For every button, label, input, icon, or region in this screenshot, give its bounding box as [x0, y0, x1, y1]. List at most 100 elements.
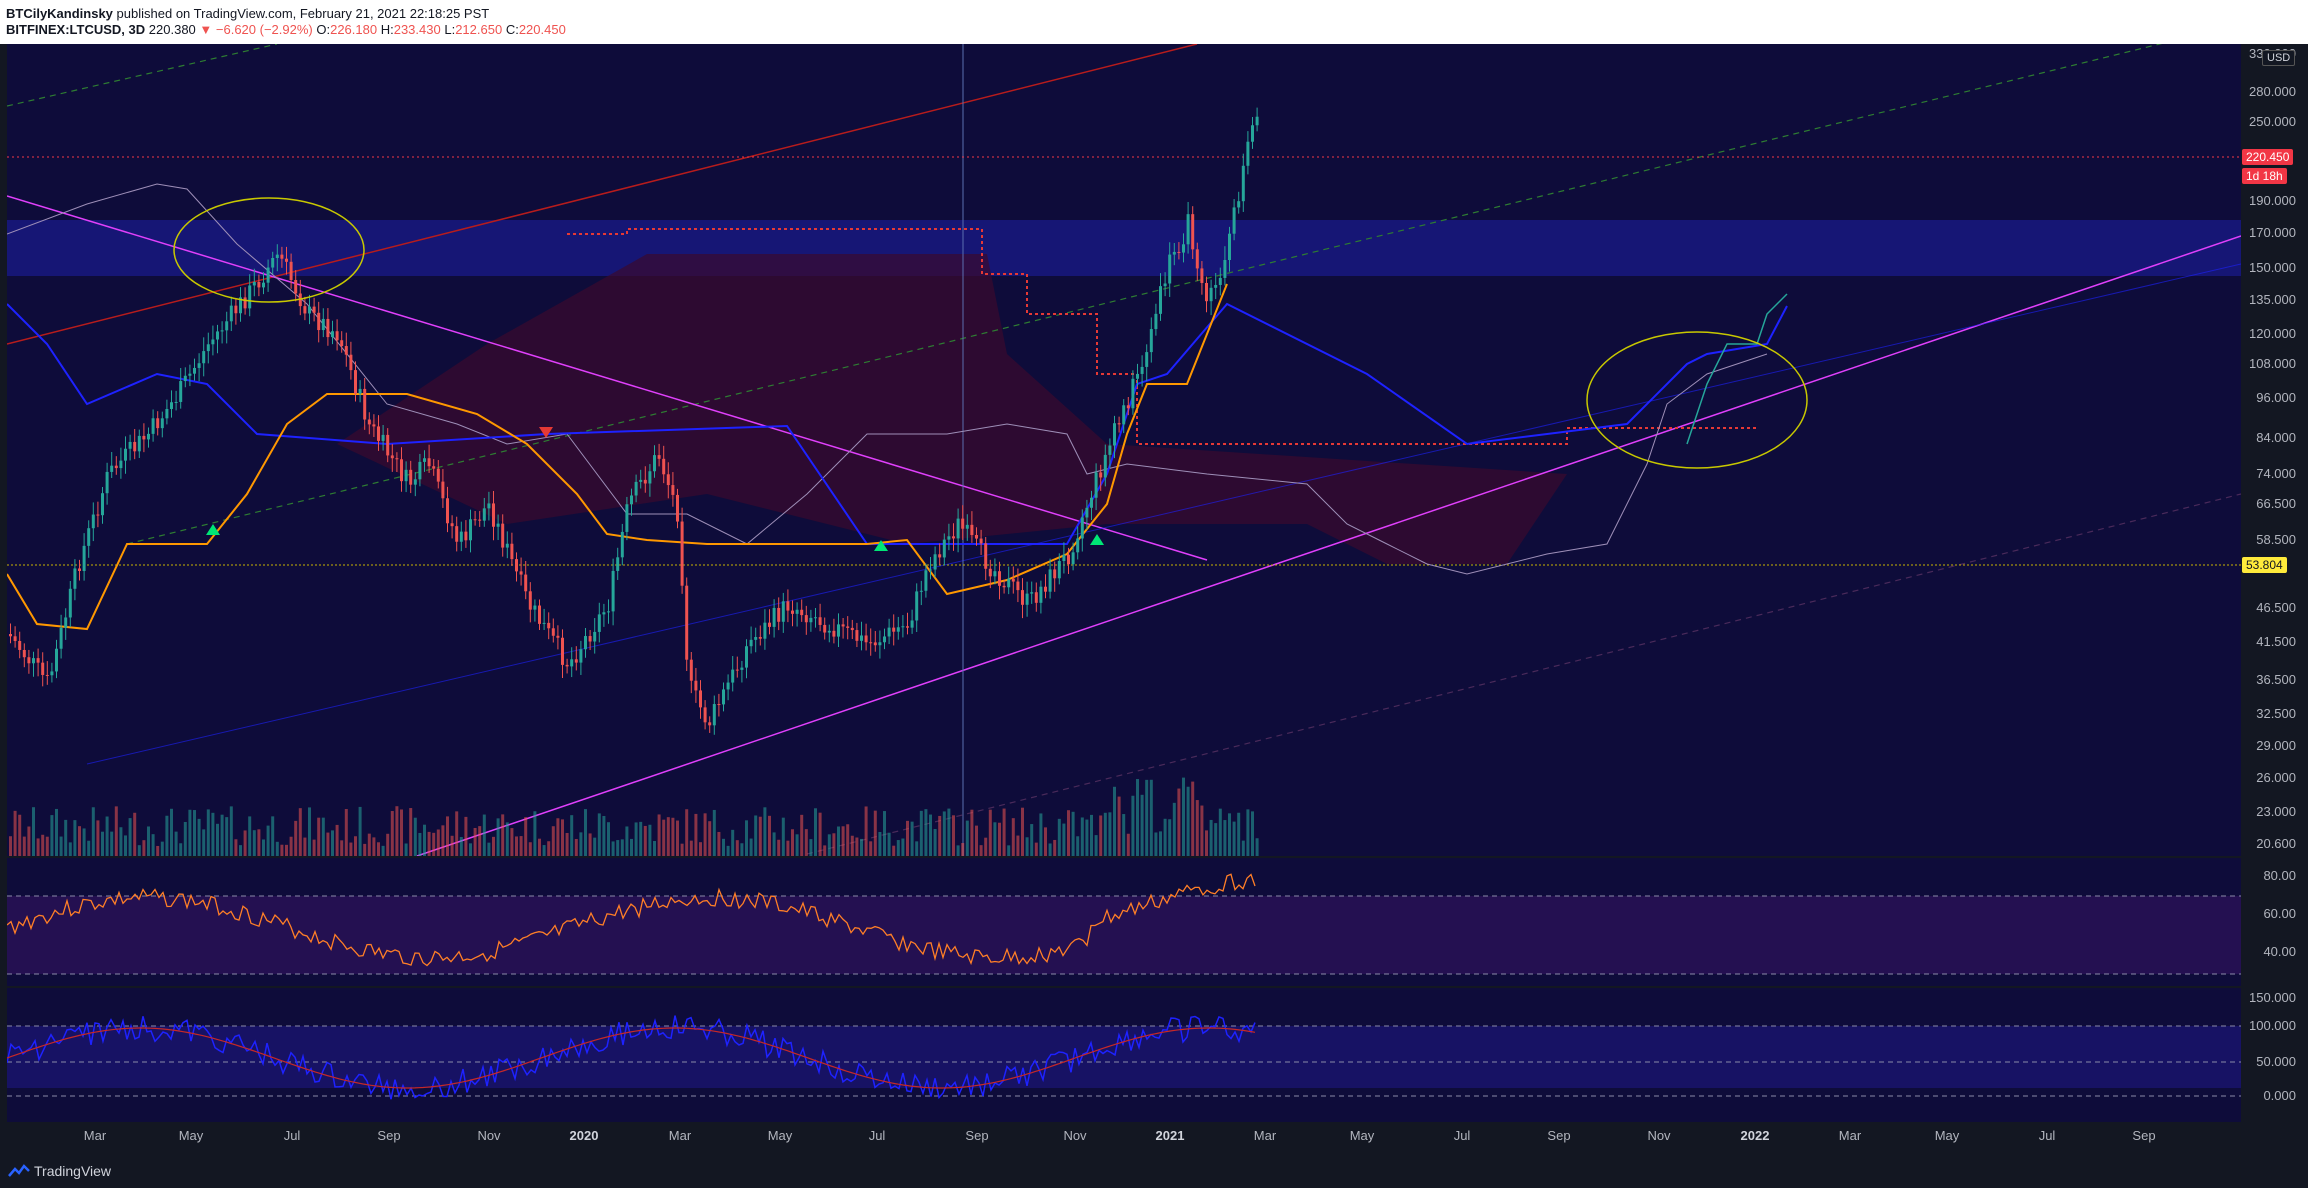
candle-body: [1205, 282, 1208, 302]
candle-body: [515, 559, 518, 572]
candle-body: [906, 626, 909, 628]
volume-bar: [584, 809, 587, 856]
volume-bar: [1085, 819, 1089, 856]
candle-body: [1140, 366, 1144, 374]
volume-bar: [317, 817, 321, 856]
volume-bar: [1163, 818, 1167, 856]
candle-body: [68, 588, 72, 618]
volume-bar: [275, 841, 279, 856]
volume-bar: [556, 818, 560, 856]
rsi-canvas[interactable]: [7, 858, 2241, 986]
volume-bar: [395, 806, 399, 856]
volume-bar: [1237, 812, 1241, 856]
tradingview-logo-icon[interactable]: [8, 1163, 30, 1179]
volume-bar: [128, 818, 132, 856]
rsi-pane[interactable]: [7, 858, 2241, 986]
volume-bar: [892, 845, 896, 856]
candle-body: [105, 471, 109, 494]
candle-body: [317, 312, 321, 331]
volume-bar: [358, 806, 362, 856]
candle-body: [639, 479, 643, 482]
cci-signal-line: [7, 1027, 1256, 1089]
volume-bar: [993, 822, 997, 856]
candle-body: [1218, 277, 1222, 285]
volume-bar: [846, 824, 850, 856]
volume-bar: [515, 836, 518, 856]
candle-body: [1209, 287, 1213, 302]
candle-body: [607, 611, 610, 613]
volume-bar: [340, 840, 344, 856]
volume-bar: [694, 813, 698, 856]
volume-bar: [487, 842, 491, 856]
volume-bar: [538, 838, 541, 856]
candle-body: [901, 626, 905, 628]
candle-body: [124, 448, 127, 461]
brand-name[interactable]: TradingView: [34, 1163, 112, 1179]
time-label-year: 2021: [1155, 1128, 1185, 1143]
candle-body: [340, 340, 344, 347]
candle-body: [837, 624, 840, 637]
candle-body: [400, 459, 403, 482]
candle-body: [781, 601, 785, 622]
candle-body: [239, 297, 242, 314]
candle-body: [1071, 552, 1075, 565]
volume-bar: [133, 812, 137, 856]
candle-body: [988, 568, 992, 577]
candle-body: [170, 402, 173, 409]
rsi-axis[interactable]: 80.00 60.00 40.00: [2241, 858, 2308, 986]
volume-bar: [239, 845, 242, 856]
cci-axis[interactable]: 150.000 100.000 50.000 0.000: [2241, 988, 2308, 1122]
volume-bar: [653, 841, 656, 856]
highlight-ellipse-right[interactable]: [1586, 331, 1808, 469]
descending-trendline[interactable]: [7, 195, 1208, 561]
volume-bar: [630, 838, 633, 856]
price-tick: 96.000: [2256, 390, 2296, 405]
time-axis[interactable]: Mar May Jul Sep Nov 2020 Mar May Jul Sep…: [7, 1124, 2241, 1154]
ascending-trendline[interactable]: [416, 235, 2241, 856]
volume-bar: [1090, 814, 1093, 856]
open-label: O:: [316, 22, 331, 37]
volume-bar: [450, 835, 454, 856]
cci-tick: 0.000: [2263, 1088, 2296, 1103]
volume-bar: [496, 818, 500, 856]
candle-body: [1094, 472, 1098, 498]
candle-body: [1076, 538, 1080, 553]
volume-bar: [1131, 795, 1135, 856]
volume-bar: [436, 829, 440, 856]
volume-bar: [289, 836, 293, 856]
volume-bar: [321, 817, 325, 856]
symbol-name[interactable]: BITFINEX:LTCUSD, 3D: [6, 22, 146, 37]
candle-body: [556, 635, 560, 638]
volume-bar: [285, 844, 288, 856]
currency-unit-button[interactable]: USD: [2262, 50, 2296, 66]
volume-bar: [915, 841, 919, 856]
volume-bar: [1205, 830, 1208, 856]
author-name[interactable]: BTCilyKandinsky: [6, 6, 113, 21]
cci-pane[interactable]: [7, 988, 2241, 1122]
volume-bar: [763, 807, 767, 856]
candle-body: [395, 458, 399, 460]
candle-body: [800, 609, 804, 616]
volume-bar: [55, 808, 58, 856]
time-label: Mar: [1253, 1128, 1277, 1143]
candle-body: [643, 479, 647, 484]
price-chart-canvas[interactable]: [7, 44, 2241, 856]
volume-bar: [1034, 842, 1038, 856]
cci-canvas[interactable]: [7, 988, 2241, 1122]
price-axis[interactable]: 330.000 280.000 250.000 190.000 170.000 …: [2241, 44, 2308, 856]
volume-bar: [671, 817, 675, 856]
candle-body: [1090, 497, 1093, 508]
price-pane[interactable]: [7, 44, 2241, 856]
candle-body: [1044, 586, 1047, 592]
candle-body: [1099, 472, 1103, 478]
time-label: Mar: [1838, 1128, 1862, 1143]
candle-body: [722, 689, 725, 705]
candle-body: [289, 261, 293, 281]
volume-bar: [478, 826, 482, 856]
highlight-ellipse-left[interactable]: [173, 197, 365, 303]
volume-bar: [519, 836, 523, 856]
volume-bar: [855, 837, 859, 856]
candle-body: [409, 469, 413, 485]
candle-body: [183, 375, 187, 382]
volume-bar: [197, 818, 201, 856]
